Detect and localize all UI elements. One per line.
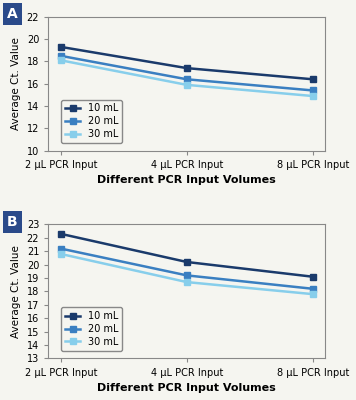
30 mL xyxy=(59,252,63,256)
30 mL xyxy=(59,58,63,63)
X-axis label: Different PCR Input Volumes: Different PCR Input Volumes xyxy=(98,175,276,185)
Line: 20 mL: 20 mL xyxy=(57,52,316,94)
Line: 30 mL: 30 mL xyxy=(57,250,316,298)
Line: 30 mL: 30 mL xyxy=(57,57,316,100)
10 mL xyxy=(59,232,63,236)
Legend: 10 mL, 20 mL, 30 mL: 10 mL, 20 mL, 30 mL xyxy=(61,307,122,351)
Legend: 10 mL, 20 mL, 30 mL: 10 mL, 20 mL, 30 mL xyxy=(61,100,122,143)
Line: 10 mL: 10 mL xyxy=(57,230,316,280)
20 mL xyxy=(311,286,315,291)
Line: 20 mL: 20 mL xyxy=(57,245,316,292)
10 mL xyxy=(59,44,63,49)
Y-axis label: Average Ct. Value: Average Ct. Value xyxy=(11,37,21,130)
Text: B: B xyxy=(7,215,17,229)
10 mL xyxy=(185,66,189,70)
10 mL xyxy=(185,260,189,264)
Y-axis label: Average Ct. Value: Average Ct. Value xyxy=(11,245,21,338)
30 mL xyxy=(311,94,315,98)
20 mL xyxy=(185,77,189,82)
10 mL xyxy=(311,274,315,279)
30 mL xyxy=(185,280,189,284)
30 mL xyxy=(311,292,315,296)
20 mL xyxy=(59,246,63,251)
X-axis label: Different PCR Input Volumes: Different PCR Input Volumes xyxy=(98,383,276,393)
20 mL xyxy=(311,88,315,93)
10 mL xyxy=(311,77,315,82)
30 mL xyxy=(185,82,189,87)
20 mL xyxy=(185,273,189,278)
Line: 10 mL: 10 mL xyxy=(57,44,316,83)
20 mL xyxy=(59,54,63,58)
Text: A: A xyxy=(7,7,17,21)
